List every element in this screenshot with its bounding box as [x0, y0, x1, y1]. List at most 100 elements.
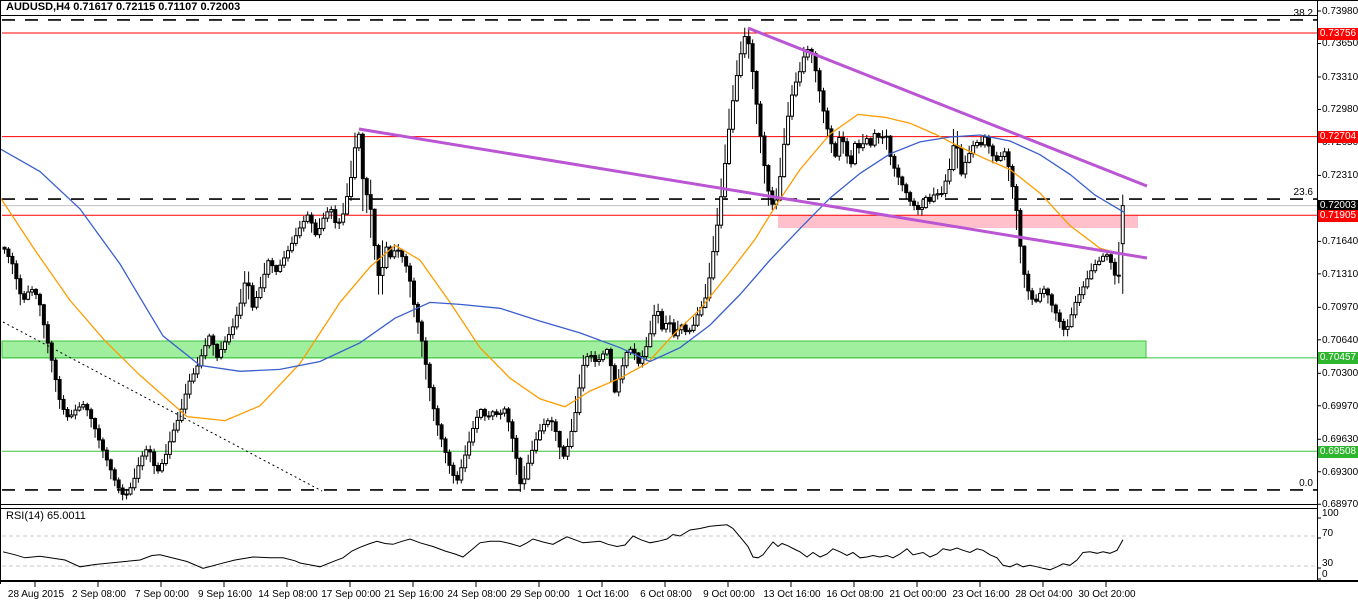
- candle-bullish: [691, 324, 696, 331]
- candle-bullish: [730, 100, 735, 130]
- candle-bullish: [478, 408, 483, 418]
- candle-bullish: [199, 355, 204, 367]
- time-axis-label[interactable]: 21 Oct 00:00: [889, 589, 947, 600]
- candle-bearish: [746, 36, 751, 45]
- candle-bullish: [467, 441, 472, 456]
- rsi-scale-label: 100: [1322, 508, 1339, 519]
- time-axis-label[interactable]: 17 Sep 00:00: [321, 589, 381, 600]
- candle-bullish: [282, 257, 287, 266]
- fib-level-label: 38.2: [1293, 7, 1313, 19]
- candle-bullish: [380, 266, 385, 276]
- chart-border-top: [0, 15, 1317, 16]
- candle-bearish: [561, 446, 566, 457]
- dotted-downtrend-line[interactable]: [2, 321, 323, 492]
- panel-separator-lower[interactable]: [0, 508, 1317, 509]
- time-axis-label[interactable]: 23 Oct 16:00: [952, 589, 1010, 600]
- candle-bearish: [762, 135, 767, 167]
- candle-bullish: [790, 94, 794, 117]
- time-axis-label[interactable]: 30 Oct 20:00: [1078, 589, 1136, 600]
- descending-trendline-lower[interactable]: [358, 127, 1148, 260]
- candle-bearish: [112, 469, 117, 481]
- time-axis-label[interactable]: 9 Sep 16:00: [198, 589, 252, 600]
- candle-bullish: [317, 228, 322, 236]
- candle-bearish: [309, 214, 314, 224]
- candle-bullish: [853, 143, 857, 165]
- price-badge: 0.73756: [1318, 27, 1358, 40]
- candle-bullish: [982, 136, 987, 146]
- candle-bearish: [10, 255, 15, 265]
- candle-bearish: [435, 408, 440, 426]
- window-border-top: [0, 0, 1358, 1]
- candle-bearish: [888, 135, 893, 157]
- time-axis-label[interactable]: 16 Oct 08:00: [826, 589, 884, 600]
- candle-bullish: [884, 135, 889, 138]
- candle-bearish: [415, 303, 420, 323]
- candle-bullish: [656, 311, 661, 316]
- candle-bullish: [939, 193, 944, 196]
- trendlines-layer[interactable]: [2, 26, 1148, 492]
- candle-bearish: [514, 437, 519, 459]
- candle-bearish: [518, 457, 523, 485]
- candle-bullish: [498, 412, 503, 415]
- candle-bearish: [451, 464, 456, 476]
- candle-bearish: [506, 408, 511, 423]
- candle-bearish: [388, 246, 393, 258]
- candle-bullish: [349, 177, 353, 198]
- time-axis-label[interactable]: 6 Oct 08:00: [640, 589, 692, 600]
- candle-bearish: [896, 167, 901, 178]
- candle-bearish: [683, 324, 688, 333]
- candle-bearish: [660, 311, 665, 330]
- candle-bearish: [986, 136, 991, 147]
- candle-bearish: [423, 340, 428, 365]
- candles-layer[interactable]: [2, 27, 1125, 501]
- panel-separator-upper[interactable]: [0, 504, 1317, 505]
- time-axis-label[interactable]: 1 Oct 16:00: [577, 589, 629, 600]
- candle-bearish: [211, 335, 216, 345]
- resistance-zone-pink[interactable]: [778, 215, 1138, 228]
- candle-bearish: [766, 165, 771, 192]
- time-axis-label[interactable]: 7 Sep 00:00: [135, 589, 189, 600]
- candle-bearish: [829, 128, 834, 145]
- candle-bearish: [608, 348, 613, 367]
- time-axis-label[interactable]: 24 Sep 08:00: [447, 589, 507, 600]
- candle-bullish: [1038, 292, 1043, 302]
- time-axis-label[interactable]: 28 Aug 2015: [7, 589, 65, 600]
- candle-bullish: [616, 378, 621, 393]
- candle-bullish: [1065, 326, 1070, 330]
- candle-bullish: [589, 355, 594, 358]
- price-badge: 0.71905: [1318, 209, 1358, 222]
- time-axis-label[interactable]: 13 Oct 16:00: [763, 589, 821, 600]
- candle-bearish: [593, 355, 598, 362]
- time-axis-label[interactable]: 29 Sep 00:00: [510, 589, 570, 600]
- price-axis-label: 0.73650: [1322, 38, 1358, 50]
- candle-bearish: [431, 387, 436, 410]
- time-axis-label[interactable]: 2 Sep 08:00: [72, 589, 126, 600]
- candle-bullish: [203, 345, 208, 357]
- time-axis-label[interactable]: 14 Sep 08:00: [258, 589, 318, 600]
- candle-bullish: [667, 322, 672, 325]
- candle-bearish: [215, 343, 220, 358]
- time-axis-label[interactable]: 9 Oct 00:00: [703, 589, 755, 600]
- candle-bearish: [758, 103, 763, 137]
- candle-bearish: [45, 324, 50, 344]
- candle-bearish: [927, 196, 932, 202]
- candle-bullish: [837, 137, 842, 157]
- candle-bullish: [640, 355, 645, 364]
- candle-bullish: [223, 341, 227, 351]
- candle-bullish: [289, 242, 294, 252]
- candle-bullish: [601, 353, 605, 361]
- candle-bearish: [404, 256, 409, 267]
- candle-bearish: [557, 431, 562, 448]
- time-axis-label[interactable]: 28 Oct 04:00: [1015, 589, 1073, 600]
- rsi-panel: [2, 524, 1317, 571]
- time-axis-label[interactable]: 21 Sep 16:00: [384, 589, 444, 600]
- candle-bullish: [183, 393, 188, 410]
- candle-bearish: [41, 304, 46, 326]
- candle-bullish: [975, 141, 980, 147]
- candle-bullish: [345, 196, 350, 215]
- candle-bullish: [341, 213, 346, 223]
- descending-trendline-upper[interactable]: [747, 26, 1148, 188]
- candle-bullish: [963, 161, 968, 175]
